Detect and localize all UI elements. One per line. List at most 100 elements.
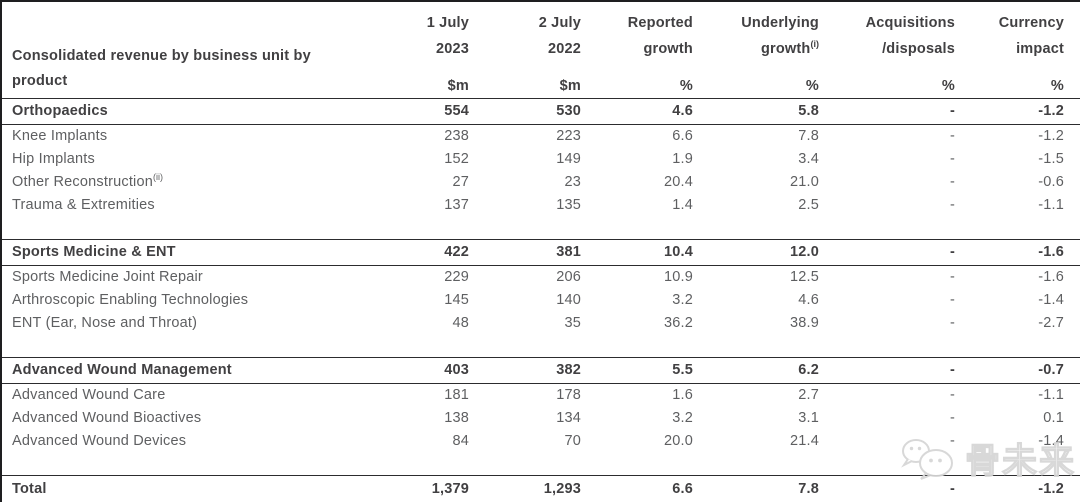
cell-value: - [949, 409, 955, 426]
cell-value: 381 [481, 238, 593, 266]
col-header-1jul2023: 1 July 2023 $m [391, 1, 481, 98]
cell-value: -1.6 [1038, 268, 1064, 285]
row-label: Arthroscopic Enabling Technologies [12, 291, 249, 308]
col-header-line1: Reported [627, 14, 693, 31]
footnote-marker: (ii) [153, 171, 164, 182]
cell-value: -1.1 [1038, 386, 1064, 403]
table-title: Consolidated revenue by business unit by… [12, 47, 311, 89]
spacer-row [1, 452, 1080, 475]
cell-value: 1.9 [672, 150, 693, 167]
col-header-line2: growth [643, 40, 693, 57]
col-header-line1: Underlying [741, 14, 819, 31]
cell-value: - [831, 97, 967, 125]
col-header-acquisitions-disposals: Acquisitions /disposals % [831, 1, 967, 98]
col-header-underlying-growth: Underlying growth(i) % [705, 1, 831, 98]
cell-value: 238 [444, 127, 469, 144]
cell-value: 3.1 [798, 409, 819, 426]
cell-value: -1.2 [1038, 127, 1064, 144]
cell-value: 137 [444, 196, 469, 213]
section-header-orthopaedics: Orthopaedics 554 530 4.6 5.8 - -1.2 [1, 97, 1080, 125]
cell-value: -0.7 [967, 356, 1080, 384]
cell-value: - [949, 127, 955, 144]
total-row: Total 1,379 1,293 6.6 7.8 - -1.2 [1, 474, 1080, 502]
col-header-line1: Currency [998, 14, 1064, 31]
cell-value: 6.6 [672, 127, 693, 144]
cell-value: 206 [556, 268, 581, 285]
col-header-reported-growth: Reported growth % [593, 1, 705, 98]
cell-value: 3.2 [672, 409, 693, 426]
cell-value: 3.2 [672, 291, 693, 308]
cell-value: 138 [444, 409, 469, 426]
col-header-line2: impact [1016, 40, 1064, 57]
cell-value: 20.4 [663, 173, 693, 190]
cell-value: - [949, 386, 955, 403]
cell-value: - [949, 173, 955, 190]
cell-value: 403 [391, 356, 481, 384]
cell-value: 70 [564, 432, 581, 449]
cell-value: 152 [444, 150, 469, 167]
cell-value: 4.6 [593, 97, 705, 125]
cell-value: 530 [481, 97, 593, 125]
cell-value: 382 [481, 356, 593, 384]
col-header-line2: 2023 [435, 40, 469, 57]
cell-value: 140 [556, 291, 581, 308]
row-label: ENT (Ear, Nose and Throat) [12, 314, 198, 331]
cell-value: 7.8 [705, 474, 831, 502]
cell-value: 5.8 [705, 97, 831, 125]
col-unit: $m [447, 77, 469, 94]
section-label: Advanced Wound Management [1, 356, 391, 384]
col-header-2jul2022: 2 July 2022 $m [481, 1, 593, 98]
cell-value: 2.5 [798, 196, 819, 213]
row-label: Trauma & Extremities [12, 196, 155, 213]
row-knee-implants: Knee Implants 238 223 6.6 7.8 - -1.2 [1, 124, 1080, 147]
row-label: Knee Implants [12, 127, 108, 144]
cell-value: -1.2 [967, 474, 1080, 502]
cell-value: - [949, 432, 955, 449]
cell-value: 10.9 [663, 268, 693, 285]
cell-value: 10.4 [593, 238, 705, 266]
cell-value: 181 [444, 386, 469, 403]
cell-value: 20.0 [663, 432, 693, 449]
col-unit: % [1050, 77, 1064, 94]
cell-value: 21.0 [789, 173, 819, 190]
cell-value: 422 [391, 238, 481, 266]
col-header-line1: Acquisitions [865, 14, 955, 31]
cell-value: - [949, 314, 955, 331]
col-header-line2: 2022 [547, 40, 581, 57]
cell-value: 145 [444, 291, 469, 308]
row-trauma-extremities: Trauma & Extremities 137 135 1.4 2.5 - -… [1, 193, 1080, 216]
col-unit: % [679, 77, 693, 94]
cell-value: 229 [444, 268, 469, 285]
cell-value: 178 [556, 386, 581, 403]
row-label: Hip Implants [12, 150, 95, 167]
cell-value: 6.6 [593, 474, 705, 502]
col-unit: % [941, 77, 955, 94]
cell-value: -1.2 [967, 97, 1080, 125]
col-header-currency-impact: Currency impact % [967, 1, 1080, 98]
cell-value: 27 [452, 173, 469, 190]
row-other-reconstruction: Other Reconstruction(ii) 27 23 20.4 21.0… [1, 170, 1080, 193]
cell-value: 7.8 [798, 127, 819, 144]
row-label: Advanced Wound Care [12, 386, 166, 403]
section-label: Orthopaedics [1, 97, 391, 125]
col-header-line1: 2 July [538, 14, 581, 31]
cell-value: 5.5 [593, 356, 705, 384]
col-unit: $m [559, 77, 581, 94]
row-ent: ENT (Ear, Nose and Throat) 48 35 36.2 38… [1, 311, 1080, 334]
cell-value: 4.6 [798, 291, 819, 308]
cell-value: -0.6 [1038, 173, 1064, 190]
footnote-marker: (i) [810, 38, 820, 49]
cell-value: 12.0 [705, 238, 831, 266]
cell-value: 21.4 [789, 432, 819, 449]
cell-value: 38.9 [789, 314, 819, 331]
cell-value: 554 [391, 97, 481, 125]
section-header-advanced-wound-management: Advanced Wound Management 403 382 5.5 6.… [1, 356, 1080, 384]
cell-value: 134 [556, 409, 581, 426]
cell-value: 0.1 [1043, 409, 1064, 426]
row-advanced-wound-care: Advanced Wound Care 181 178 1.6 2.7 - -1… [1, 383, 1080, 406]
cell-value: 1.6 [672, 386, 693, 403]
cell-value: - [831, 474, 967, 502]
cell-value: 135 [556, 196, 581, 213]
